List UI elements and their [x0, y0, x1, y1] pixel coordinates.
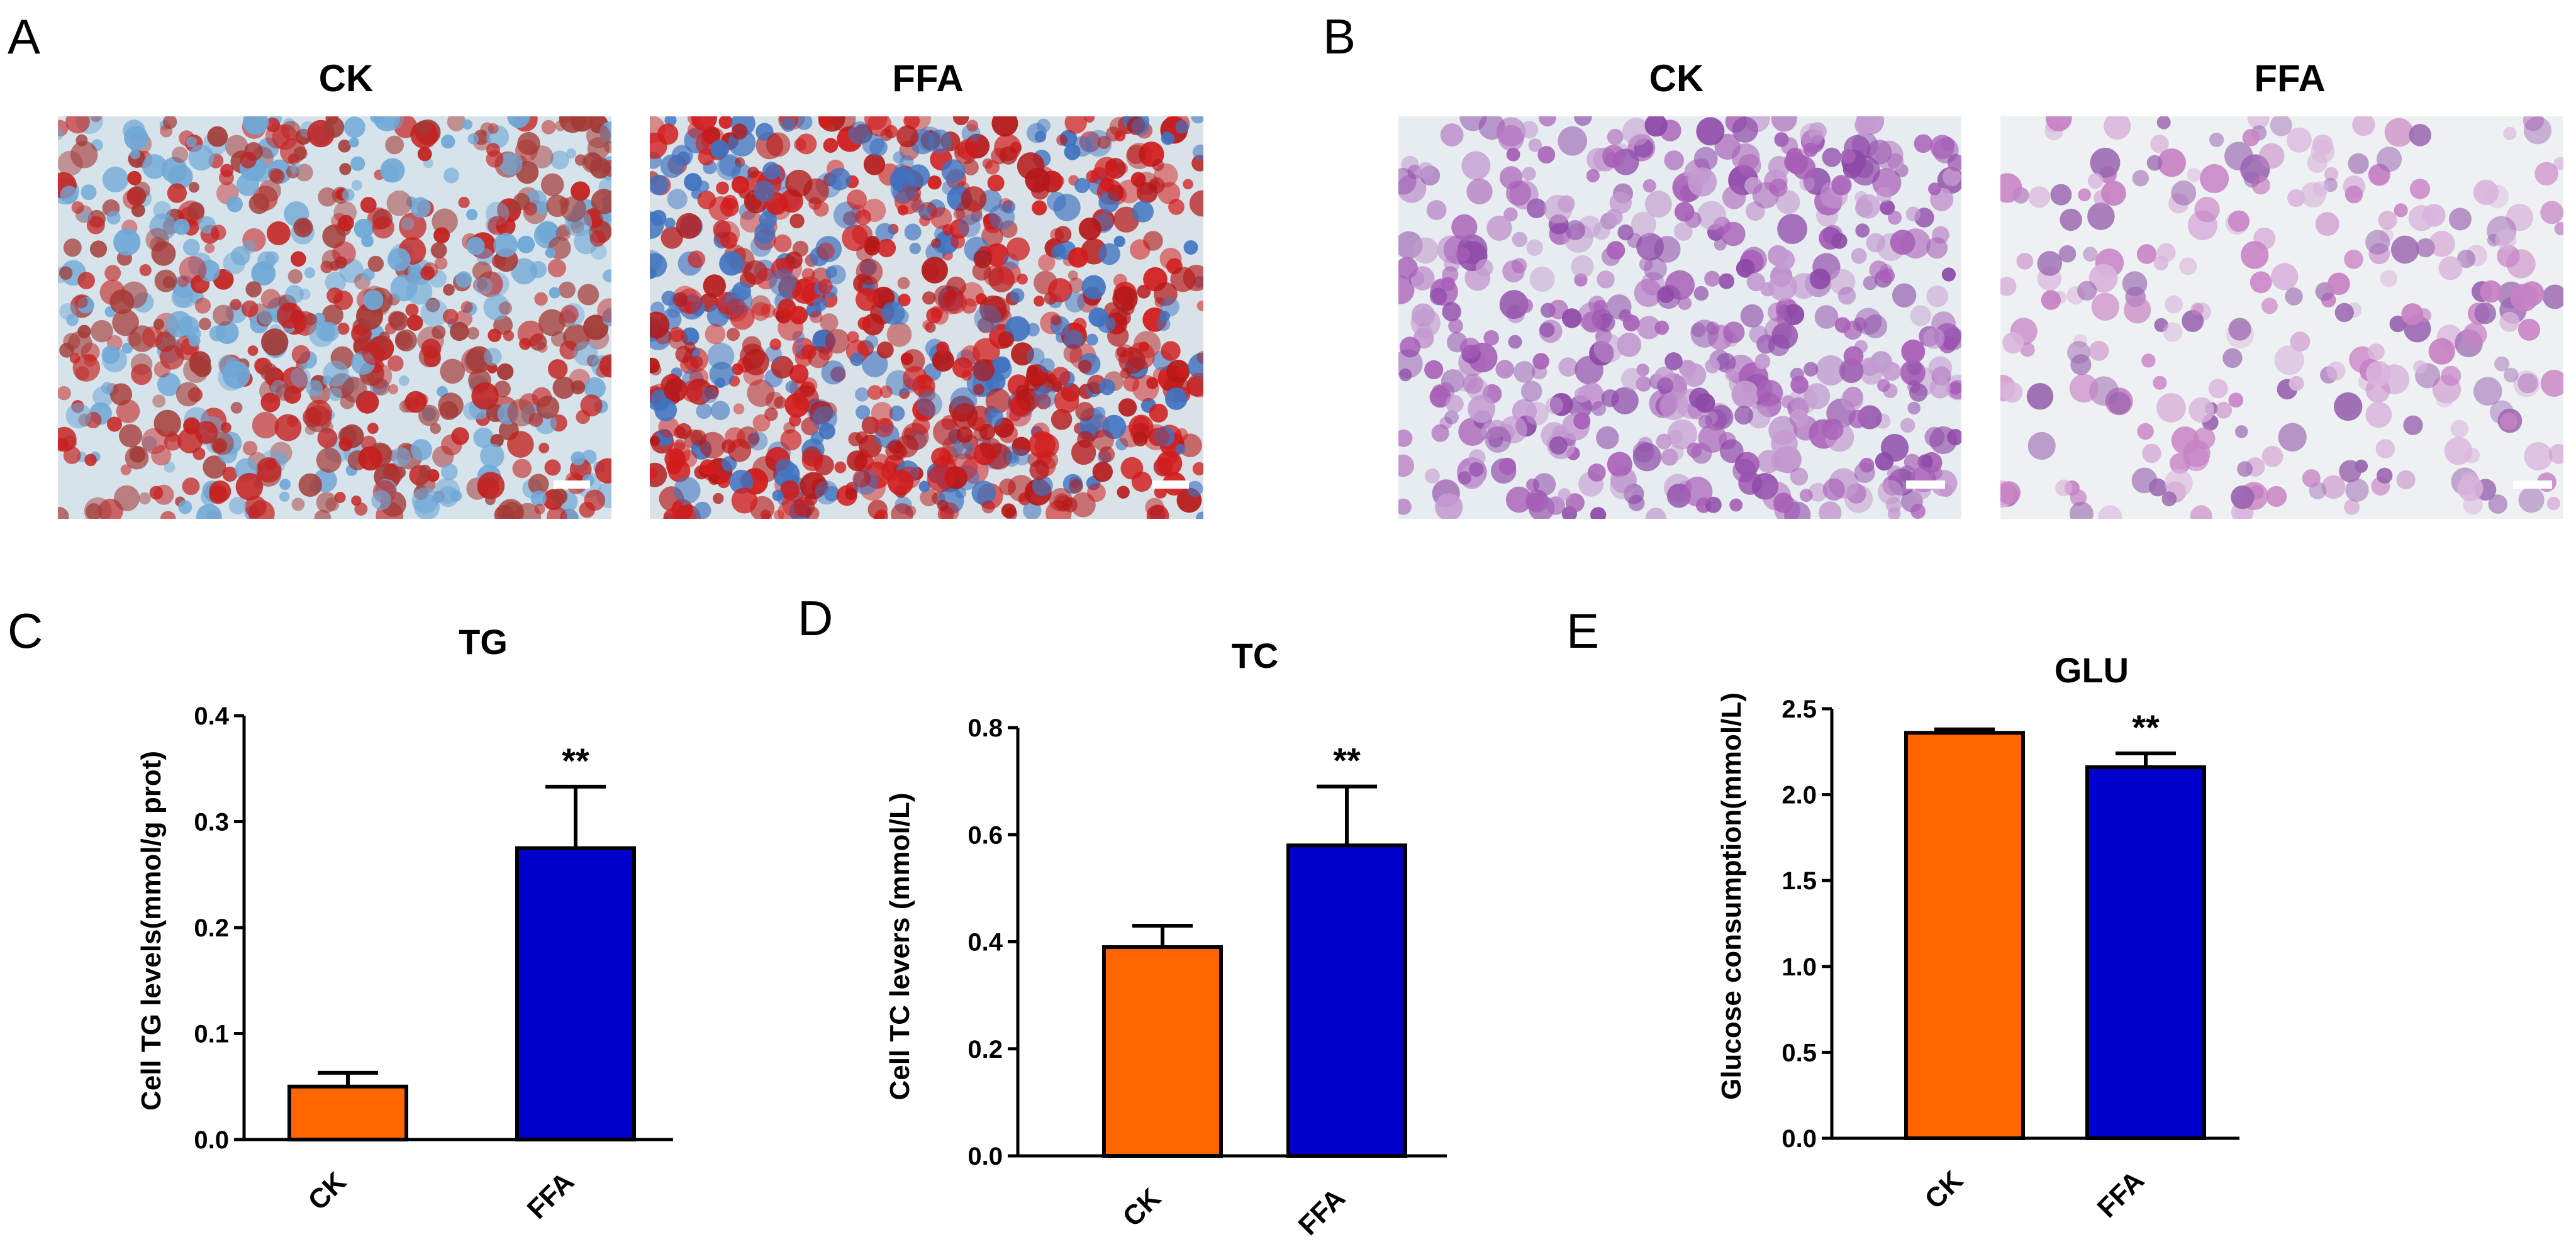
category-label-ck: CK — [1919, 1165, 1969, 1215]
marks-c: CK ** FFA — [287, 741, 636, 1225]
y-tick-label: 0.6 — [967, 821, 1003, 849]
y-tick-label: 2.0 — [1781, 782, 1817, 809]
panel-letter-b: B — [1323, 9, 1356, 64]
bar-ck — [1904, 731, 2025, 1141]
chart-title-e: GLU — [2055, 650, 2129, 690]
bar-ck — [287, 1084, 408, 1141]
y-tick-label: 0.3 — [194, 809, 229, 836]
y-tick-label: 2.5 — [1781, 696, 1817, 723]
scale-bar-a-ck — [554, 480, 590, 489]
scale-bar-b-ck — [1906, 480, 1945, 489]
y-tick-label: 0.1 — [194, 1021, 229, 1048]
scale-bar-a-ffa — [1152, 480, 1189, 489]
y-tick-label: 0.0 — [1781, 1125, 1817, 1153]
y-tick-label: 0.0 — [194, 1126, 229, 1154]
micrograph-b-ffa — [2000, 116, 2563, 519]
panel-letter-a: A — [8, 9, 40, 64]
panel-letter-e: E — [1566, 603, 1599, 658]
significance-marker: ** — [1333, 741, 1361, 780]
bar-ck — [1102, 945, 1223, 1158]
bar-ffa — [1286, 843, 1407, 1158]
category-label-ck: CK — [302, 1166, 352, 1216]
y-tick-label: 1.0 — [1781, 953, 1817, 981]
marks-d: CK ** FFA — [1102, 741, 1407, 1241]
significance-marker: ** — [2132, 707, 2160, 747]
image-title-a-ck: CK — [319, 57, 374, 99]
category-label-ck: CK — [1117, 1182, 1167, 1233]
significance-marker: ** — [562, 741, 589, 780]
panel-a: A CK FFA — [8, 9, 1203, 519]
chart-d: D TC Cell TC levers (mmol/L) 0.0 0.2 0.4 0.… — [798, 591, 1447, 1241]
bar-ffa — [515, 846, 636, 1141]
y-axis-label-c: Cell TG levels(mmol/g prot) — [136, 751, 167, 1111]
image-title-a-ffa: FFA — [892, 57, 963, 99]
image-title-b-ck: CK — [1649, 57, 1704, 99]
micrograph-a-ck — [58, 116, 611, 519]
panel-b: B CK FFA — [1323, 9, 2563, 519]
marks-e: CK ** FFA — [1904, 707, 2206, 1224]
y-tick-label: 0.0 — [967, 1143, 1003, 1170]
image-title-b-ffa: FFA — [2254, 57, 2325, 99]
y-tick-label: 0.4 — [194, 702, 229, 730]
micrograph-b-ck — [1398, 116, 1961, 519]
y-tick-label: 0.5 — [1781, 1039, 1817, 1067]
y-tick-label: 1.5 — [1781, 867, 1817, 895]
micrograph-a-ffa — [650, 116, 1203, 519]
axes-e: 0.0 0.5 1.0 1.5 2.0 2.5 — [1781, 696, 2239, 1153]
y-axis-label-d: Cell TC levers (mmol/L) — [884, 792, 915, 1100]
bar-ffa — [2085, 765, 2206, 1140]
y-tick-label: 0.4 — [967, 929, 1003, 957]
chart-c: C TG Cell TG levels(mmol/g prot) 0.0 0.1 0… — [8, 603, 673, 1225]
category-label-ffa: FFA — [2092, 1165, 2150, 1223]
y-tick-label: 0.8 — [967, 714, 1003, 742]
category-label-ffa: FFA — [1293, 1182, 1351, 1241]
scale-bar-b-ffa — [2513, 480, 2552, 489]
chart-title-c: TG — [459, 622, 508, 662]
y-tick-label: 0.2 — [967, 1036, 1003, 1063]
panel-letter-c: C — [8, 603, 43, 658]
category-label-ffa: FFA — [521, 1166, 580, 1224]
panel-letter-d: D — [798, 591, 833, 646]
chart-e: E GLU Glucose consumption(mmol/L) 0.0 0.5… — [1566, 603, 2239, 1224]
chart-title-d: TC — [1232, 636, 1279, 675]
y-tick-label: 0.2 — [194, 914, 229, 942]
y-axis-label-e: Glucose consumption(mmol/L) — [1716, 692, 1747, 1100]
